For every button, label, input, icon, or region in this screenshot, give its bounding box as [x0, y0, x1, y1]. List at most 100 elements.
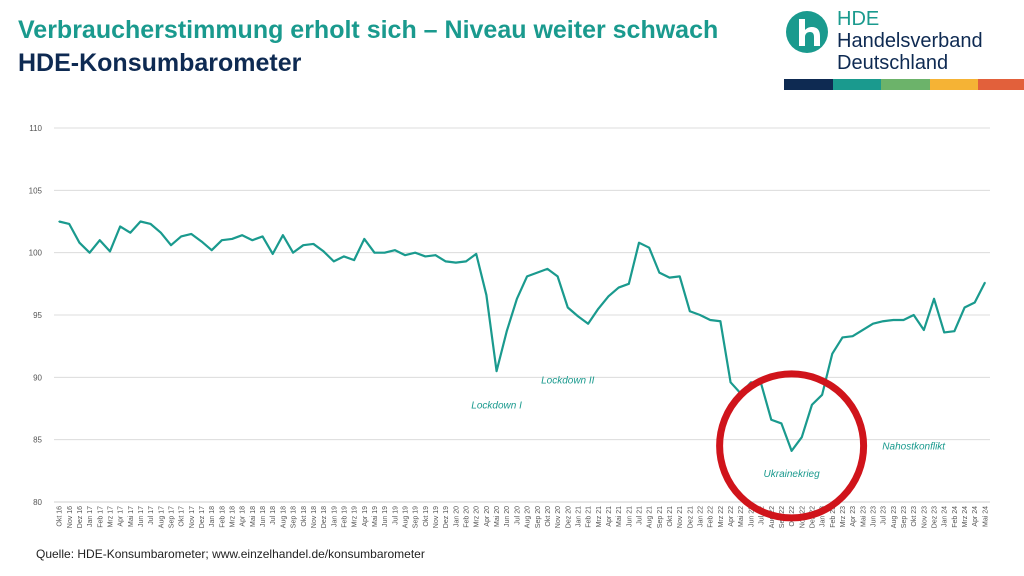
data-point [241, 234, 244, 237]
data-point [882, 320, 884, 323]
data-point [190, 233, 193, 235]
data-point [414, 251, 416, 254]
x-tick-label: Jan 22 [698, 506, 705, 527]
y-tick-label: 85 [33, 436, 42, 445]
data-point [475, 253, 478, 255]
x-tick-label: Mai 19 [372, 506, 379, 527]
data-point [862, 329, 864, 331]
brand-stripe-segment [832, 79, 882, 90]
x-tick-label: Apr 22 [728, 506, 735, 527]
x-tick-label: Aug 21 [647, 506, 654, 528]
x-tick-label: Nov 20 [555, 506, 562, 528]
data-point [322, 250, 325, 253]
x-tick-label: Jun 23 [871, 506, 878, 527]
y-tick-label: 95 [33, 311, 42, 320]
x-tick-label: Jun 20 [504, 506, 511, 527]
x-tick-label: Jun 19 [382, 506, 389, 527]
data-point [831, 352, 834, 355]
data-point [668, 276, 671, 279]
data-point [98, 239, 101, 241]
data-point [282, 234, 284, 237]
data-point [292, 251, 294, 254]
data-point [770, 418, 773, 421]
data-point [709, 319, 712, 321]
x-tick-label: Aug 23 [891, 506, 898, 528]
data-point [210, 249, 213, 251]
x-tick-label: Mrz 20 [474, 506, 481, 528]
data-point [261, 235, 264, 238]
chart-annotation: Lockdown I [471, 401, 522, 412]
x-tick-label: Jan 21 [575, 506, 582, 527]
x-tick-label: Jan 18 [209, 506, 216, 527]
data-point [526, 275, 528, 278]
brand-stripe-segment [929, 79, 979, 90]
x-tick-label: Dez 20 [565, 506, 572, 528]
x-tick-label: Nov 23 [921, 506, 928, 528]
x-tick-label: Apr 20 [484, 506, 491, 527]
x-tick-label: Mrz 17 [107, 506, 114, 528]
x-tick-label: Okt 21 [667, 506, 674, 527]
x-tick-label: Mrz 18 [230, 506, 237, 528]
page-title: Verbraucherstimmung erholt sich – Niveau… [18, 16, 719, 44]
logo-line-deutschland: Deutschland [837, 52, 949, 74]
x-tick-label: Feb 20 [464, 506, 471, 528]
data-point [648, 246, 650, 249]
data-point [485, 294, 488, 296]
x-tick-label: Apr 24 [972, 506, 979, 527]
x-tick-label: Feb 23 [830, 506, 837, 528]
x-tick-label: Okt 19 [423, 506, 430, 527]
data-point [455, 261, 457, 264]
data-point [689, 310, 691, 313]
data-point [221, 239, 223, 241]
source-note: Quelle: HDE-Konsumbarometer; www.einzelh… [36, 547, 425, 561]
data-point [424, 255, 427, 258]
data-point [170, 244, 172, 246]
hde-logo: HDE Handelsverband Deutschland [785, 8, 1024, 100]
data-point [312, 243, 315, 245]
data-point [149, 223, 152, 225]
x-tick-label: Aug 19 [403, 506, 410, 528]
x-tick-label: Jan 20 [453, 506, 460, 527]
data-point [231, 238, 233, 240]
data-point [933, 297, 935, 300]
data-point [129, 231, 132, 234]
x-tick-label: Okt 18 [301, 506, 308, 527]
x-tick-label: Jul 20 [514, 506, 521, 525]
x-tick-label: Aug 17 [158, 506, 165, 528]
x-tick-label: Jul 21 [637, 506, 644, 525]
data-point [912, 314, 915, 316]
data-point [68, 223, 71, 225]
chart-annotation: Nahostkonflikt [882, 442, 946, 453]
data-point [617, 286, 620, 289]
x-tick-label: Okt 16 [57, 506, 64, 527]
x-tick-label: Nov 16 [67, 506, 74, 528]
x-tick-label: Aug 18 [280, 506, 287, 528]
chart-annotation: Ukrainekrieg [764, 469, 821, 480]
x-tick-label: Sep 21 [657, 506, 664, 528]
data-point [943, 331, 946, 334]
x-tick-label: Feb 21 [586, 506, 593, 528]
x-tick-label: Dez 18 [321, 506, 328, 528]
data-point [800, 436, 803, 438]
data-point [699, 314, 701, 316]
x-tick-label: Jan 24 [942, 506, 949, 527]
data-point [88, 251, 91, 254]
data-point [536, 271, 539, 274]
y-tick-label: 80 [33, 498, 42, 507]
data-point [658, 271, 661, 274]
data-point [546, 268, 549, 270]
data-point [923, 329, 925, 331]
x-tick-label: Jul 17 [148, 506, 155, 525]
data-point [516, 297, 518, 300]
x-tick-label: Feb 24 [952, 506, 959, 528]
data-point [597, 307, 600, 310]
x-tick-label: Sep 20 [535, 506, 542, 528]
x-tick-label: Mai 24 [982, 506, 989, 527]
data-point [628, 283, 630, 285]
page-subtitle: HDE-Konsumbarometer [18, 49, 302, 77]
data-point [821, 393, 823, 396]
x-tick-label: Sep 19 [413, 506, 420, 528]
data-point [373, 251, 376, 254]
data-point [587, 322, 589, 325]
x-tick-label: Dez 17 [199, 506, 206, 528]
